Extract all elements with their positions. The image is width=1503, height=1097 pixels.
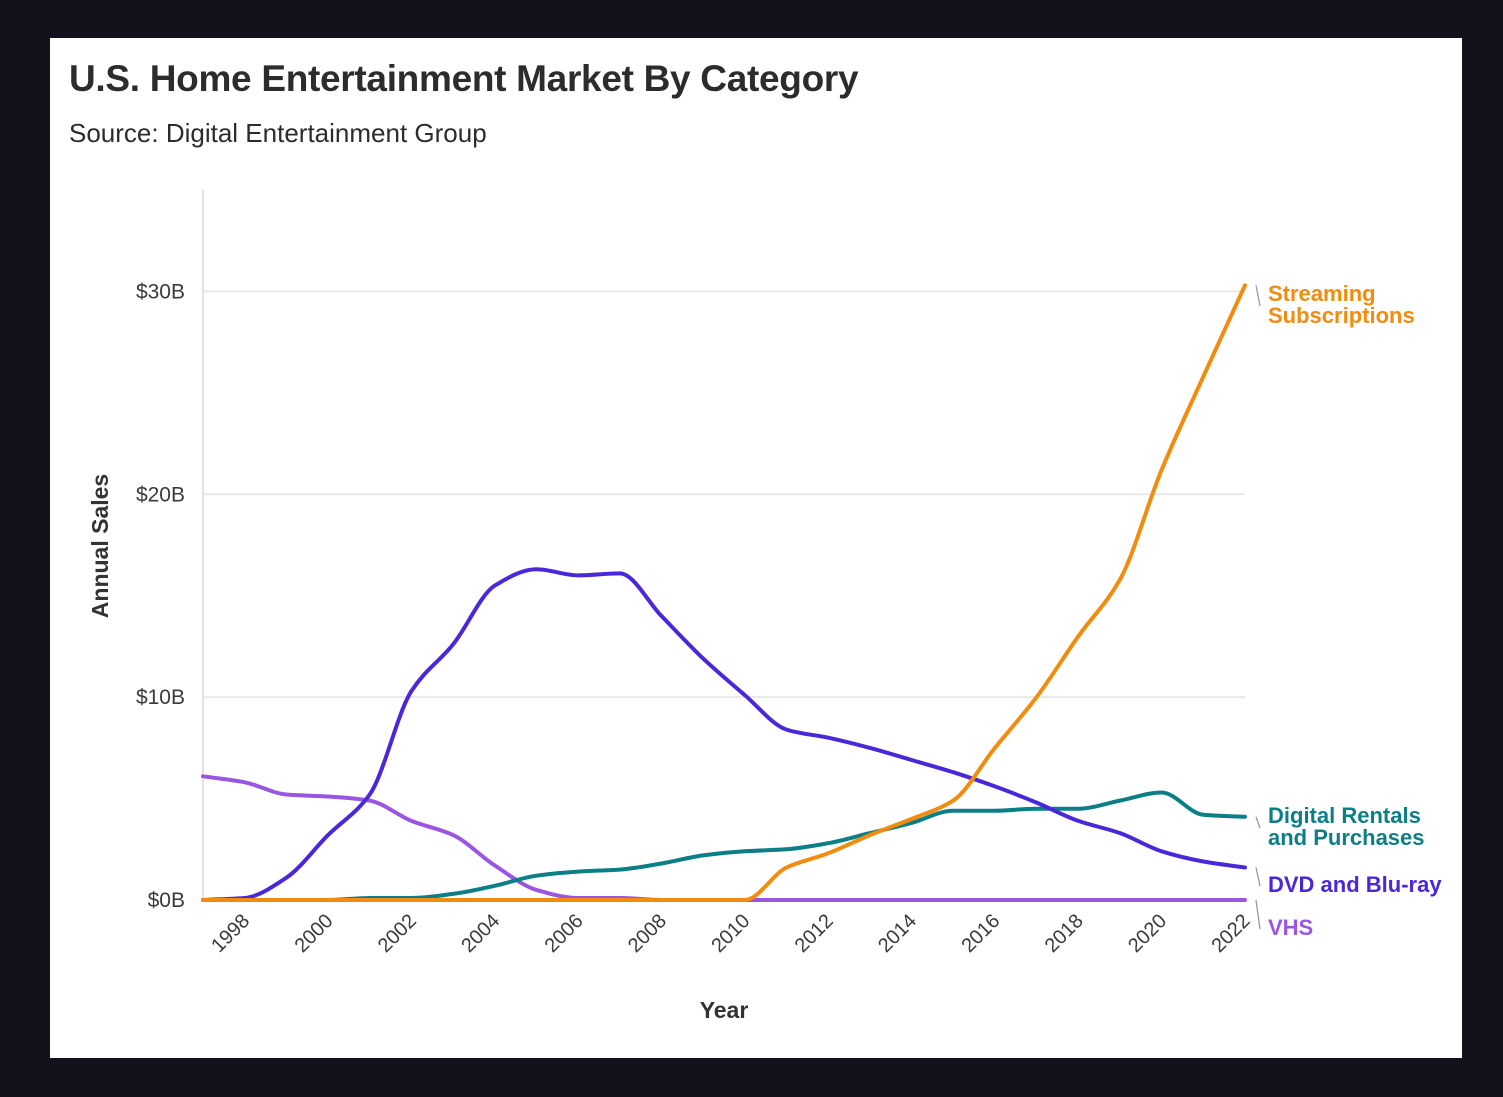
y-tick-label: $30B: [136, 280, 185, 303]
x-tick-labels: 1998 2000 2002 2004 2006 2008 2010 2012 2014 2016…: [207, 910, 1254, 957]
y-axis-title: Annual Sales: [87, 474, 113, 618]
x-tick-label: 2000: [291, 910, 338, 957]
chart-title: U.S. Home Entertainment Market By Catego…: [69, 58, 859, 99]
series-line-streaming: [201, 283, 1247, 902]
x-tick-label: 2016: [957, 910, 1004, 957]
x-axis-title: Year: [700, 997, 749, 1023]
series-label-line: and Purchases: [1268, 825, 1425, 850]
series-line-dvd: [201, 567, 1247, 902]
x-tick-label: 2002: [374, 910, 421, 957]
grid-lines: [203, 290, 1245, 699]
series-label-line: VHS: [1268, 915, 1313, 940]
y-tick-label: $10B: [136, 686, 185, 709]
x-tick-label: 2008: [624, 910, 671, 957]
series-label-line: Streaming: [1268, 281, 1376, 306]
x-tick-label: 2020: [1124, 910, 1171, 957]
series-lines: [201, 283, 1247, 902]
line-chart: $0B $10B $20B $30B 1998 2000 2002 2004 2006 2008…: [87, 190, 1442, 1023]
label-leader-vhs: [1255, 899, 1261, 930]
y-tick-label: $20B: [136, 483, 185, 506]
y-tick-labels: $0B $10B $20B $30B: [136, 280, 185, 912]
series-label-streaming: Streaming Subscriptions: [1268, 281, 1415, 328]
series-label-line: Subscriptions: [1268, 303, 1415, 328]
series-label-digital: Digital Rentals and Purchases: [1268, 803, 1425, 850]
chart-subtitle: Source: Digital Entertainment Group: [69, 118, 487, 148]
x-tick-label: 2012: [791, 910, 838, 957]
series-labels: Streaming Subscriptions Digital Rentals and…: [1255, 281, 1442, 940]
series-label-dvd: DVD and Blu-ray: [1268, 872, 1442, 897]
x-tick-label: 2004: [457, 910, 504, 957]
x-tick-label: 2006: [541, 910, 588, 957]
x-tick-label: 1998: [207, 910, 254, 957]
series-label-vhs: VHS: [1268, 915, 1313, 940]
y-tick-label: $0B: [148, 889, 185, 912]
chart-card: U.S. Home Entertainment Market By Catego…: [50, 38, 1462, 1058]
x-tick-label: 2010: [707, 910, 754, 957]
label-leader-streaming: [1255, 285, 1261, 307]
x-tick-label: 2014: [874, 910, 921, 957]
series-label-line: Digital Rentals: [1268, 803, 1421, 828]
series-label-line: DVD and Blu-ray: [1268, 872, 1442, 897]
x-tick-label: 2018: [1041, 910, 1088, 957]
label-leader-digital: [1255, 816, 1261, 829]
label-leader-dvd: [1255, 867, 1261, 887]
series-line-vhs: [201, 774, 1247, 902]
x-tick-label: 2022: [1208, 910, 1255, 957]
